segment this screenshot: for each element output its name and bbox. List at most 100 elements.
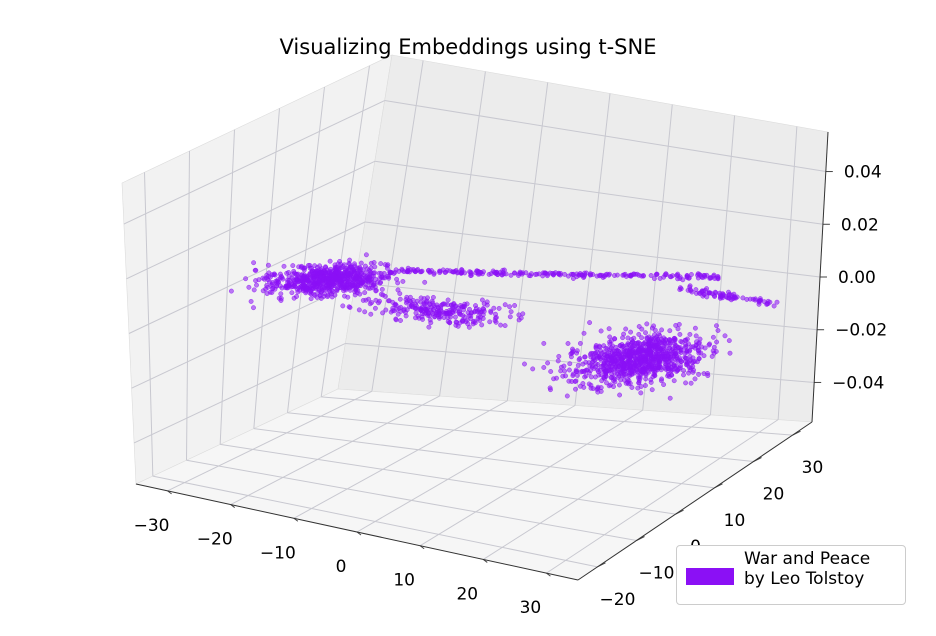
data-point [311, 276, 317, 281]
data-point [683, 355, 688, 361]
data-point [547, 270, 553, 276]
data-point [413, 310, 419, 316]
data-point [594, 273, 600, 279]
data-point [390, 299, 396, 305]
data-point [507, 314, 513, 320]
data-point [294, 277, 299, 282]
data-point [332, 292, 338, 298]
data-point [562, 368, 567, 374]
data-point [372, 305, 378, 311]
data-point [421, 296, 427, 301]
data-point [363, 284, 368, 290]
data-point [609, 358, 615, 364]
grid-line [152, 475, 598, 568]
data-point [462, 301, 467, 307]
grid-line [577, 421, 813, 581]
data-point [312, 269, 318, 275]
data-point [638, 384, 644, 389]
data-point [629, 368, 635, 374]
data-point [529, 271, 534, 277]
data-point [595, 349, 600, 355]
data-point [414, 303, 419, 309]
data-point [651, 366, 657, 371]
data-point [479, 322, 485, 328]
data-point [469, 310, 475, 316]
data-point [487, 319, 493, 325]
data-point [591, 365, 597, 371]
legend-label: War and Peace by Leo Tolstoy [744, 549, 871, 589]
data-point [605, 357, 611, 362]
data-point [688, 344, 694, 350]
data-point [324, 282, 330, 288]
grid-line [126, 160, 376, 280]
grid-line [123, 100, 385, 225]
data-point [545, 360, 550, 366]
data-point [357, 291, 363, 297]
data-point [427, 317, 433, 323]
data-point [444, 267, 450, 273]
data-point [607, 339, 612, 345]
data-point [290, 284, 296, 290]
data-point [401, 269, 407, 274]
data-point [687, 367, 693, 373]
data-point [387, 270, 393, 276]
data-point [369, 300, 374, 305]
data-point [297, 287, 302, 293]
data-point [707, 290, 713, 296]
data-point [371, 260, 377, 265]
data-point [774, 299, 780, 305]
data-point [588, 374, 594, 380]
data-point [473, 306, 479, 311]
data-point [452, 314, 458, 320]
data-point [339, 284, 345, 289]
data-point [541, 365, 547, 370]
data-point [333, 267, 339, 273]
data-point [497, 270, 503, 275]
grid-line [374, 160, 823, 225]
data-point [595, 362, 601, 367]
data-point [431, 271, 437, 277]
data-point [675, 326, 681, 332]
data-point [548, 387, 553, 393]
data-point [681, 368, 686, 373]
data-point [403, 313, 409, 319]
data-point [289, 290, 295, 296]
data-point [366, 296, 371, 302]
data-point [393, 267, 399, 273]
data-point [692, 376, 698, 382]
data-point [672, 341, 677, 346]
data-point [576, 357, 582, 363]
data-point [630, 272, 636, 277]
data-point [488, 309, 494, 315]
data-point [498, 322, 503, 328]
data-point [671, 336, 677, 341]
data-point [600, 273, 606, 279]
data-point [306, 281, 312, 287]
y-tick-label: 20 [763, 485, 785, 505]
data-point [647, 338, 653, 344]
data-point [643, 383, 648, 388]
data-point [412, 269, 418, 274]
data-point [380, 310, 385, 316]
data-point [554, 375, 559, 381]
data-point [383, 307, 389, 313]
data-point [320, 276, 326, 282]
data-point [648, 352, 654, 358]
data-point [350, 283, 355, 289]
data-point [657, 333, 663, 338]
data-point [352, 263, 357, 269]
data-point [422, 306, 427, 311]
data-point [574, 348, 580, 354]
data-point [520, 311, 526, 317]
data-point [397, 296, 403, 302]
data-point [468, 272, 474, 278]
data-point [264, 291, 270, 296]
grid-line [186, 459, 637, 541]
data-point [348, 264, 353, 270]
data-point [677, 331, 683, 337]
data-point [432, 314, 437, 320]
data-point [632, 364, 638, 370]
data-point [299, 273, 304, 278]
data-point [398, 318, 403, 323]
data-point [357, 276, 363, 282]
